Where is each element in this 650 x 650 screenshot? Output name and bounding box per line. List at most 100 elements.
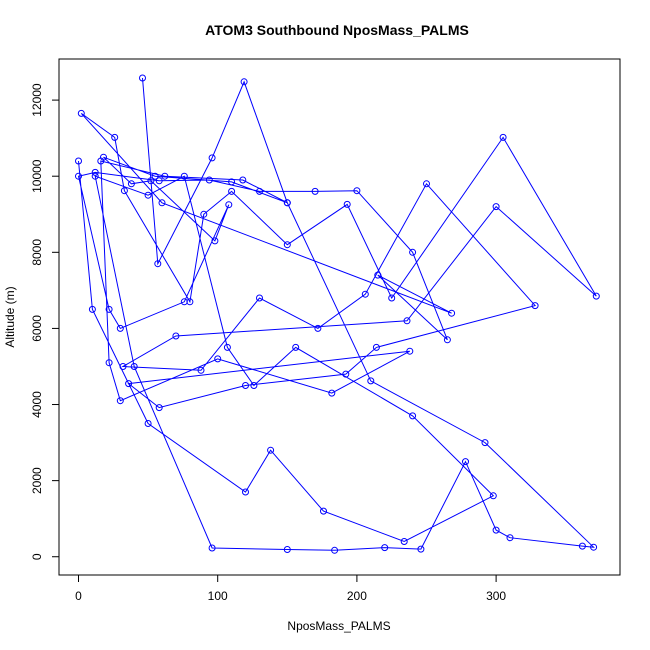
data-point xyxy=(423,180,430,188)
data-point xyxy=(242,488,249,496)
data-point xyxy=(119,363,127,370)
data-point xyxy=(267,446,275,454)
y-axis: 0 2000 4000 6000 8000 10000 12000 xyxy=(30,83,60,560)
y-tick-label: 2000 xyxy=(30,467,44,494)
data-point xyxy=(292,343,300,351)
data-point xyxy=(139,74,146,82)
data-point xyxy=(499,133,507,141)
data-point xyxy=(256,294,263,302)
data-point xyxy=(400,538,408,545)
data-point xyxy=(228,178,236,186)
data-point xyxy=(88,305,96,313)
data-point xyxy=(388,294,396,302)
data-point xyxy=(531,302,539,310)
data-point xyxy=(367,377,375,385)
data-point xyxy=(144,420,152,427)
data-point xyxy=(592,292,600,300)
x-tick-label: 300 xyxy=(486,589,506,603)
data-point xyxy=(125,380,133,388)
x-axis-label: NposMass_PALMS xyxy=(287,619,390,633)
data-point xyxy=(161,172,169,180)
data-point xyxy=(154,260,162,268)
data-point xyxy=(111,133,119,141)
data-point xyxy=(283,241,291,249)
plot-frame xyxy=(58,58,621,576)
data-point xyxy=(374,271,382,279)
data-point xyxy=(127,180,135,188)
data-point xyxy=(353,187,361,195)
data-point xyxy=(200,210,208,218)
data-point xyxy=(406,347,414,355)
data-point xyxy=(105,359,113,367)
data-point xyxy=(225,201,233,209)
data-point xyxy=(151,172,159,180)
data-point xyxy=(116,324,124,332)
data-point xyxy=(283,546,291,553)
data-point xyxy=(211,237,219,245)
data-point xyxy=(186,298,194,306)
data-point xyxy=(342,370,350,378)
data-point xyxy=(242,382,249,389)
data-point xyxy=(409,248,417,256)
chart-title: ATOM3 Southbound NposMass_PALMS xyxy=(205,22,469,38)
data-point xyxy=(448,309,456,317)
y-tick-label: 6000 xyxy=(30,315,44,342)
data-point xyxy=(75,157,82,165)
data-point xyxy=(205,176,213,184)
data-point xyxy=(214,355,222,363)
data-point xyxy=(208,154,216,162)
data-point xyxy=(155,177,163,185)
data-point xyxy=(116,397,124,405)
data-point xyxy=(417,545,425,553)
data-point xyxy=(361,290,369,298)
data-point xyxy=(180,172,188,180)
data-point xyxy=(91,172,99,180)
data-point xyxy=(314,324,322,332)
data-point xyxy=(320,507,327,515)
data-point xyxy=(372,343,380,351)
data-point xyxy=(120,187,128,195)
data-point xyxy=(381,544,389,552)
data-point xyxy=(250,382,258,389)
data-point xyxy=(158,199,166,207)
data-point xyxy=(75,172,82,180)
y-tick-label: 0 xyxy=(30,553,44,560)
data-point xyxy=(506,534,514,542)
series-layer xyxy=(77,77,597,551)
y-axis-label: Altitude (m) xyxy=(3,286,17,347)
x-axis: 0 100 200 300 xyxy=(75,574,506,603)
data-point xyxy=(443,336,451,344)
data-point xyxy=(256,187,263,195)
x-tick-label: 200 xyxy=(347,589,367,603)
data-point xyxy=(105,305,113,313)
data-point xyxy=(409,412,417,420)
y-tick-label: 12000 xyxy=(30,83,44,117)
data-point xyxy=(240,78,248,86)
data-point xyxy=(77,109,85,117)
data-point xyxy=(91,168,99,176)
y-tick-label: 4000 xyxy=(30,391,44,418)
data-point xyxy=(492,526,500,534)
data-point xyxy=(147,177,155,185)
data-point xyxy=(208,544,216,552)
data-point xyxy=(97,157,105,165)
y-tick-label: 8000 xyxy=(30,239,44,266)
data-point xyxy=(283,199,291,207)
data-point xyxy=(239,176,247,184)
data-point xyxy=(172,332,180,340)
points-layer xyxy=(75,74,600,554)
data-point xyxy=(144,191,152,199)
data-point xyxy=(462,458,469,466)
data-point xyxy=(155,404,163,412)
data-point xyxy=(489,492,497,500)
x-tick-label: 0 xyxy=(75,589,82,603)
y-tick-label: 10000 xyxy=(30,159,44,193)
data-point xyxy=(578,542,586,550)
data-point xyxy=(492,203,500,211)
data-point xyxy=(590,543,598,551)
data-point xyxy=(328,389,336,397)
series-line xyxy=(77,77,597,551)
data-point xyxy=(403,317,411,325)
data-point xyxy=(197,366,205,374)
